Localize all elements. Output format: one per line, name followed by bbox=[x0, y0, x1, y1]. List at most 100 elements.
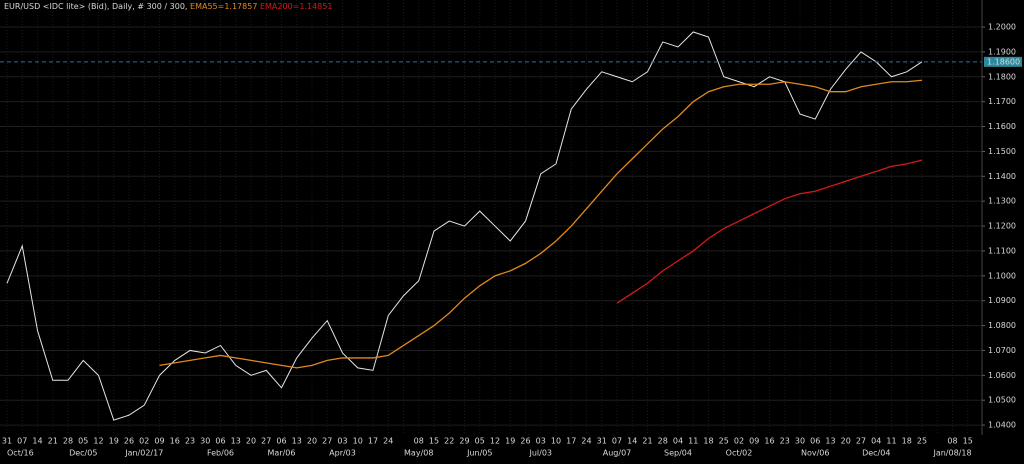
period-label: Mar/06 bbox=[268, 449, 296, 458]
legend-entry: EMA200=1.14851 bbox=[260, 2, 332, 11]
last-price-box bbox=[984, 56, 1022, 67]
x-tick-label: 24 bbox=[581, 437, 591, 446]
period-label: Jan/02/17 bbox=[124, 449, 163, 458]
period-label: Jan/08/18 bbox=[932, 449, 971, 458]
y-tick-label: 1.2000 bbox=[988, 23, 1016, 32]
x-tick-label: 17 bbox=[566, 437, 576, 446]
x-tick-label: 13 bbox=[292, 437, 302, 446]
period-label: Nov/06 bbox=[801, 449, 830, 458]
series-line bbox=[616, 159, 923, 304]
x-tick-label: 15 bbox=[429, 437, 439, 446]
x-tick-label: 11 bbox=[886, 437, 896, 446]
x-tick-label: 09 bbox=[154, 437, 164, 446]
period-label: Jul/03 bbox=[528, 449, 552, 458]
x-tick-label: 24 bbox=[383, 437, 393, 446]
chart-title: EUR/USD <IDC lite> (Bid), Daily, # 300 /… bbox=[4, 2, 332, 11]
x-tick-label: 18 bbox=[902, 437, 912, 446]
y-tick-label: 1.0600 bbox=[988, 371, 1016, 380]
x-tick-label: 04 bbox=[871, 437, 881, 446]
series-line bbox=[159, 79, 923, 369]
x-tick-label: 27 bbox=[261, 437, 271, 446]
x-tick-label: 02 bbox=[734, 437, 744, 446]
x-tick-label: 05 bbox=[475, 437, 485, 446]
x-tick-label: 19 bbox=[109, 437, 119, 446]
y-tick-label: 1.1900 bbox=[988, 47, 1016, 56]
period-label: Oct/16 bbox=[7, 449, 34, 458]
y-tick-label: 1.1600 bbox=[988, 122, 1016, 131]
period-label: Sep/04 bbox=[664, 449, 692, 458]
x-tick-label: 12 bbox=[93, 437, 103, 446]
x-tick-label: 12 bbox=[490, 437, 500, 446]
period-label: Oct/02 bbox=[726, 449, 753, 458]
x-tick-label: 07 bbox=[612, 437, 622, 446]
grid bbox=[0, 0, 982, 435]
x-tick-label: 10 bbox=[353, 437, 363, 446]
x-tick-label: 28 bbox=[63, 437, 73, 446]
y-tick-label: 1.1300 bbox=[988, 197, 1016, 206]
x-tick-label: 16 bbox=[764, 437, 774, 446]
x-tick-label: 25 bbox=[917, 437, 927, 446]
x-tick-label: 21 bbox=[642, 437, 652, 446]
x-tick-label: 06 bbox=[810, 437, 820, 446]
y-tick-label: 1.0500 bbox=[988, 396, 1016, 405]
period-label: Aug/07 bbox=[603, 449, 632, 458]
x-tick-label: 17 bbox=[368, 437, 378, 446]
x-tick-label: 25 bbox=[719, 437, 729, 446]
x-tick-label: 10 bbox=[551, 437, 561, 446]
x-tick-label: 13 bbox=[231, 437, 241, 446]
x-tick-label: 07 bbox=[17, 437, 27, 446]
legend-entry: EMA55=1.17857 bbox=[190, 2, 257, 11]
x-tick-label: 05 bbox=[78, 437, 88, 446]
period-label: Apr/03 bbox=[329, 449, 356, 458]
x-tick-label: 22 bbox=[444, 437, 454, 446]
x-tick-label: 29 bbox=[459, 437, 469, 446]
x-tick-label: 26 bbox=[520, 437, 530, 446]
x-tick-label: 27 bbox=[856, 437, 866, 446]
x-tick-label: 20 bbox=[307, 437, 317, 446]
x-tick-label: 15 bbox=[963, 437, 973, 446]
period-label: May/08 bbox=[404, 449, 433, 458]
x-tick-label: 19 bbox=[505, 437, 515, 446]
series-line bbox=[6, 31, 923, 421]
x-tick-label: 16 bbox=[170, 437, 180, 446]
y-tick-label: 1.0400 bbox=[988, 421, 1016, 430]
period-label: Jun/05 bbox=[466, 449, 492, 458]
x-tick-label: 04 bbox=[673, 437, 683, 446]
period-label: Dec/05 bbox=[69, 449, 97, 458]
x-tick-label: 11 bbox=[688, 437, 698, 446]
y-tick-label: 1.1200 bbox=[988, 222, 1016, 231]
period-label: Feb/06 bbox=[207, 449, 234, 458]
y-tick-label: 1.1000 bbox=[988, 271, 1016, 280]
x-tick-label: 31 bbox=[2, 437, 12, 446]
y-tick-label: 1.1100 bbox=[988, 246, 1016, 255]
x-tick-label: 31 bbox=[597, 437, 607, 446]
x-tick-label: 08 bbox=[947, 437, 957, 446]
x-tick-label: 20 bbox=[246, 437, 256, 446]
x-tick-label: 06 bbox=[276, 437, 286, 446]
x-tick-label: 28 bbox=[658, 437, 668, 446]
x-tick-label: 26 bbox=[124, 437, 134, 446]
x-tick-label: 18 bbox=[703, 437, 713, 446]
x-tick-label: 14 bbox=[32, 437, 42, 446]
x-tick-label: 23 bbox=[185, 437, 195, 446]
x-tick-label: 13 bbox=[825, 437, 835, 446]
last-price-label: 1.18600 bbox=[987, 57, 1020, 66]
x-tick-label: 08 bbox=[414, 437, 424, 446]
x-tick-label: 20 bbox=[841, 437, 851, 446]
x-tick-label: 09 bbox=[749, 437, 759, 446]
x-tick-label: 30 bbox=[795, 437, 805, 446]
x-tick-label: 06 bbox=[215, 437, 225, 446]
y-tick-label: 1.1400 bbox=[988, 172, 1016, 181]
y-tick-label: 1.1500 bbox=[988, 147, 1016, 156]
y-tick-label: 1.1700 bbox=[988, 97, 1016, 106]
plot bbox=[6, 31, 923, 421]
y-tick-label: 1.1800 bbox=[988, 72, 1016, 81]
y-tick-label: 1.0800 bbox=[988, 321, 1016, 330]
x-tick-label: 14 bbox=[627, 437, 637, 446]
title-text: EUR/USD <IDC lite> (Bid), Daily, # 300 /… bbox=[4, 2, 187, 11]
x-tick-label: 02 bbox=[139, 437, 149, 446]
x-tick-label: 21 bbox=[48, 437, 58, 446]
